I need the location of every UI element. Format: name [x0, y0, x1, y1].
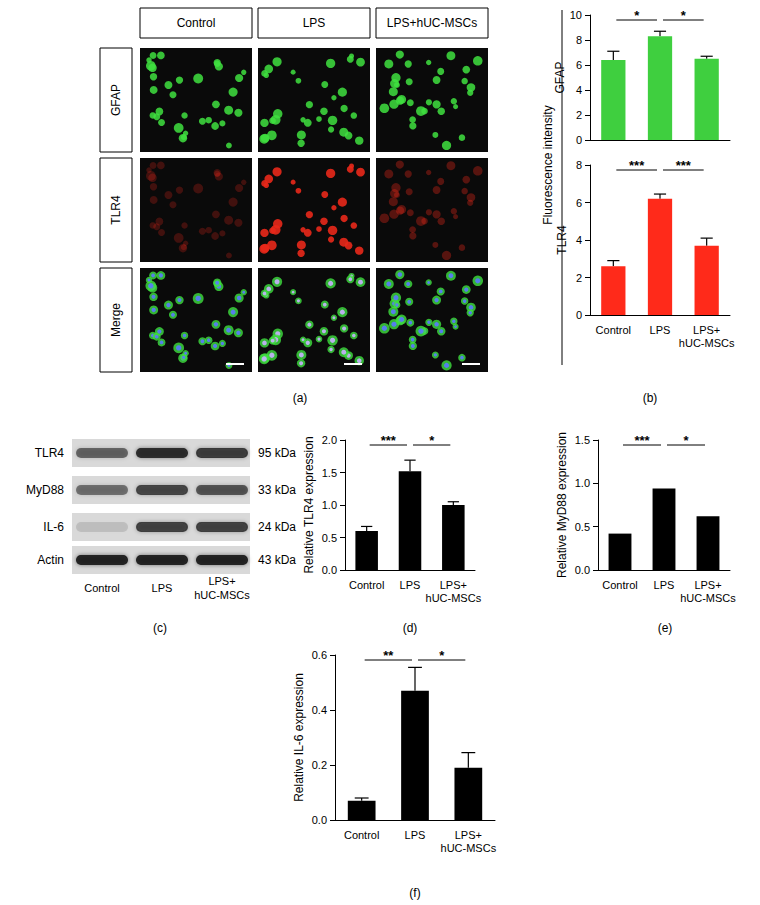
- svg-text:43 kDa: 43 kDa: [258, 553, 296, 567]
- svg-text:GFAP: GFAP: [553, 61, 567, 93]
- svg-text:Control: Control: [602, 579, 637, 591]
- svg-text:LPS: LPS: [654, 579, 675, 591]
- svg-text:hUC-MSCs: hUC-MSCs: [426, 592, 482, 604]
- svg-text:Relative MyD88 expression: Relative MyD88 expression: [555, 432, 569, 578]
- svg-text:LPS: LPS: [152, 582, 173, 594]
- svg-text:8: 8: [576, 159, 582, 171]
- svg-text:*: *: [429, 433, 435, 448]
- svg-text:(e): (e): [658, 621, 673, 635]
- svg-text:***: ***: [634, 433, 650, 448]
- svg-text:1.5: 1.5: [322, 467, 337, 479]
- svg-text:Control: Control: [596, 324, 631, 336]
- svg-text:0.4: 0.4: [312, 704, 327, 716]
- svg-text:*: *: [683, 433, 689, 448]
- svg-text:LPS+: LPS+: [455, 829, 482, 841]
- svg-text:1.0: 1.0: [322, 499, 337, 511]
- svg-text:LPS: LPS: [405, 829, 426, 841]
- svg-text:hUC-MSCs: hUC-MSCs: [194, 589, 250, 601]
- svg-text:***: ***: [676, 158, 692, 173]
- svg-text:0.5: 0.5: [575, 521, 590, 533]
- svg-text:*: *: [634, 8, 640, 23]
- svg-text:TLR4: TLR4: [109, 195, 123, 225]
- svg-text:0.0: 0.0: [322, 564, 337, 576]
- svg-text:0.2: 0.2: [312, 759, 327, 771]
- svg-text:**: **: [383, 648, 394, 663]
- svg-text:4: 4: [576, 84, 582, 96]
- svg-text:1.0: 1.0: [575, 477, 590, 489]
- svg-text:Control: Control: [177, 16, 216, 30]
- svg-text:Relative IL-6 expression: Relative IL-6 expression: [292, 673, 306, 802]
- svg-text:0.0: 0.0: [312, 814, 327, 826]
- svg-text:***: ***: [629, 158, 645, 173]
- svg-text:Merge: Merge: [109, 303, 123, 337]
- svg-text:Control: Control: [344, 829, 379, 841]
- svg-text:LPS+: LPS+: [208, 575, 235, 587]
- svg-text:2: 2: [576, 272, 582, 284]
- svg-text:***: ***: [381, 433, 397, 448]
- svg-text:MyD88: MyD88: [26, 483, 64, 497]
- svg-text:TLR4: TLR4: [35, 446, 65, 460]
- svg-text:LPS+: LPS+: [440, 579, 467, 591]
- svg-text:0.0: 0.0: [575, 564, 590, 576]
- svg-text:0.6: 0.6: [312, 649, 327, 661]
- svg-text:*: *: [439, 648, 445, 663]
- svg-text:0: 0: [576, 134, 582, 146]
- svg-text:Fluorescence intensity: Fluorescence intensity: [541, 105, 555, 224]
- svg-text:hUC-MSCs: hUC-MSCs: [441, 842, 497, 854]
- svg-text:6: 6: [576, 59, 582, 71]
- svg-text:(b): (b): [643, 391, 658, 405]
- svg-text:TLR4: TLR4: [555, 225, 569, 255]
- svg-text:1.5: 1.5: [575, 434, 590, 446]
- svg-text:(d): (d): [403, 621, 418, 635]
- svg-text:hUC-MSCs: hUC-MSCs: [680, 592, 736, 604]
- svg-text:LPS: LPS: [400, 579, 421, 591]
- svg-text:LPS: LPS: [303, 16, 326, 30]
- svg-text:4: 4: [576, 234, 582, 246]
- svg-text:Control: Control: [349, 579, 384, 591]
- svg-text:LPS: LPS: [650, 324, 671, 336]
- svg-text:Control: Control: [84, 582, 119, 594]
- svg-text:hUC-MSCs: hUC-MSCs: [679, 337, 735, 349]
- svg-text:(a): (a): [293, 391, 308, 405]
- svg-text:10: 10: [570, 9, 582, 21]
- svg-text:95 kDa: 95 kDa: [258, 446, 296, 460]
- svg-text:LPS+: LPS+: [693, 324, 720, 336]
- svg-text:Actin: Actin: [37, 553, 64, 567]
- svg-text:0.5: 0.5: [322, 532, 337, 544]
- svg-text:(c): (c): [153, 621, 167, 635]
- svg-text:*: *: [681, 8, 687, 23]
- svg-text:33 kDa: 33 kDa: [258, 483, 296, 497]
- svg-text:GFAP: GFAP: [109, 84, 123, 116]
- svg-text:IL-6: IL-6: [43, 520, 64, 534]
- svg-text:LPS+hUC-MSCs: LPS+hUC-MSCs: [387, 16, 477, 30]
- svg-text:Relative TLR4 expression: Relative TLR4 expression: [302, 436, 316, 573]
- svg-text:24 kDa: 24 kDa: [258, 520, 296, 534]
- svg-text:6: 6: [576, 197, 582, 209]
- svg-text:2.0: 2.0: [322, 434, 337, 446]
- svg-text:2: 2: [576, 109, 582, 121]
- svg-text:8: 8: [576, 34, 582, 46]
- svg-text:0: 0: [576, 309, 582, 321]
- svg-text:LPS+: LPS+: [694, 579, 721, 591]
- svg-text:(f): (f): [409, 886, 420, 900]
